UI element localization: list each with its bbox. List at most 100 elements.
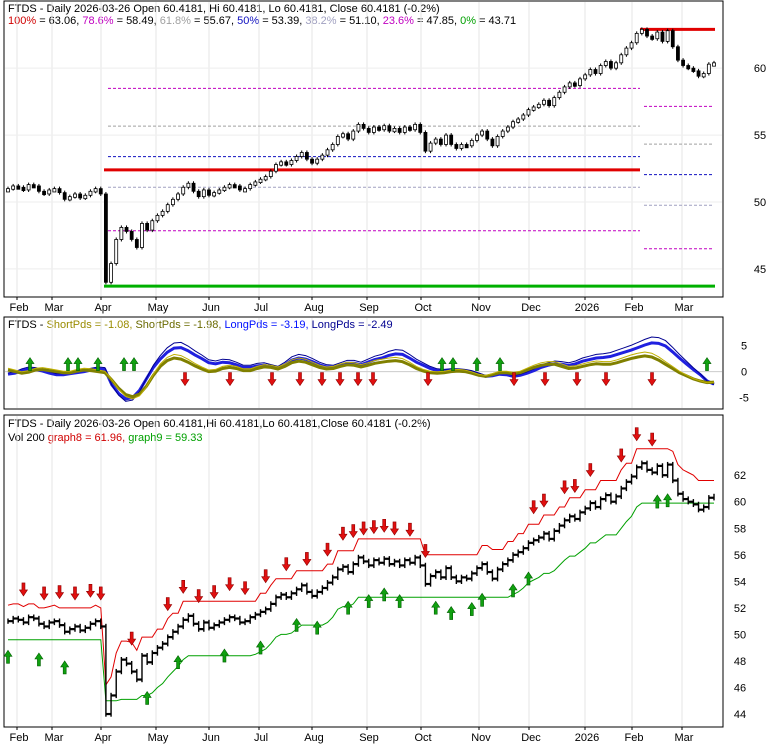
price-candle: [160, 210, 165, 216]
down-arrow: [54, 585, 65, 600]
price-panel-grid: [5, 2, 722, 296]
price-candle: [67, 196, 72, 201]
price-candle: [670, 30, 675, 48]
down-arrow: [647, 432, 657, 447]
price-candle: [114, 239, 119, 264]
price-candle: [243, 188, 247, 193]
price-candle: [37, 185, 41, 192]
price-candle: [341, 133, 345, 138]
down-arrow: [423, 372, 433, 387]
y-tick-label: 54: [734, 576, 746, 588]
price-candle: [145, 223, 150, 231]
price-candle: [279, 161, 284, 166]
price-candle: [21, 186, 26, 192]
price-candle: [371, 126, 376, 133]
down-arrow: [85, 583, 96, 598]
x-tick-label: May: [148, 302, 169, 314]
price-candle: [655, 31, 660, 40]
x-tick-label: May: [148, 732, 169, 744]
stop-panel-grid: [16, 416, 683, 726]
down-arrow: [585, 463, 595, 478]
price-candle: [459, 144, 464, 149]
price-candle: [83, 194, 88, 200]
price-candle: [567, 82, 572, 88]
price-candle: [609, 61, 613, 69]
up-arrow: [437, 357, 447, 371]
y-tick-label: 50: [754, 197, 766, 209]
up-arrow: [523, 571, 534, 586]
down-arrow: [240, 581, 250, 596]
stop-panel: FTDS - Daily 2026-03-26 Open 60.4181,Hi …: [3, 414, 746, 744]
down-arrow: [225, 577, 235, 592]
price-candle: [624, 47, 629, 56]
price-candle: [387, 125, 392, 132]
down-arrow: [267, 372, 277, 387]
stop-line-red: [7, 448, 714, 687]
price-candle: [150, 220, 155, 231]
price-candle: [274, 164, 278, 172]
fib-label: 38.2%: [305, 15, 336, 27]
fib-value: = 47.85,: [414, 15, 460, 27]
down-arrow: [70, 586, 80, 601]
down-arrow: [348, 524, 358, 539]
up-arrow: [93, 357, 103, 371]
legend-entry: ShortPds = -1.98,: [135, 319, 224, 331]
y-tick-label: 50: [734, 629, 746, 641]
price-candle: [619, 54, 624, 64]
price-candle: [691, 67, 696, 72]
price-candle: [201, 189, 206, 198]
down-arrow: [335, 372, 345, 387]
price-candle: [207, 189, 211, 196]
price-candle: [11, 185, 16, 190]
fib-levels-legend: 100% = 63.06, 78.6% = 58.49, 61.8% = 55.…: [8, 15, 516, 27]
up-arrow: [73, 357, 83, 371]
y-tick-label: 62: [734, 470, 746, 482]
up-arrow: [467, 602, 477, 616]
legend-entry: LongPds = -3.19,: [224, 319, 311, 331]
down-arrow: [180, 372, 190, 387]
x-tick-label: Apr: [94, 302, 111, 314]
fib-label: 23.6%: [383, 15, 414, 27]
up-arrow: [477, 592, 487, 607]
price-candle: [181, 186, 186, 195]
up-arrow: [652, 494, 662, 509]
price-candle: [98, 188, 103, 195]
price-candle: [413, 123, 418, 131]
down-arrow: [163, 597, 173, 612]
x-tick-label: Apr: [94, 732, 111, 744]
oscillator-thin-line: [7, 351, 715, 400]
y-tick-label: 44: [734, 709, 746, 721]
up-arrow: [63, 357, 73, 371]
up-arrow: [25, 357, 35, 371]
price-candle: [299, 152, 304, 157]
price-candle: [42, 190, 46, 196]
price-candle: [402, 126, 407, 133]
price-candle: [639, 28, 644, 34]
price-candle: [78, 193, 83, 199]
fib-label: 61.8%: [160, 15, 191, 27]
price-candle: [382, 125, 387, 131]
fib-value: = 53.39,: [259, 15, 305, 27]
price-candle: [52, 188, 57, 193]
price-candle: [191, 182, 196, 192]
subtitle-part: graph9 = 59.33: [128, 432, 202, 444]
price-candle: [155, 214, 160, 222]
y-tick-label: 5: [741, 340, 747, 352]
down-arrow: [225, 372, 235, 387]
price-candle: [248, 184, 253, 190]
up-arrow: [364, 594, 374, 608]
price-candle: [176, 193, 180, 200]
down-arrow: [317, 372, 327, 387]
y-tick-label: 48: [734, 656, 746, 668]
down-arrow: [539, 493, 549, 508]
y-tick-label: 60: [754, 63, 766, 75]
price-candle: [88, 190, 93, 196]
price-bars: [6, 27, 716, 285]
x-tick-label: Nov: [471, 732, 491, 744]
down-arrow: [572, 372, 582, 387]
legend-entry: FTDS -: [8, 319, 47, 331]
down-arrow: [559, 480, 570, 495]
price-candle: [444, 134, 448, 145]
fib-value: = 63.06,: [36, 15, 82, 27]
price-candle: [325, 149, 330, 156]
